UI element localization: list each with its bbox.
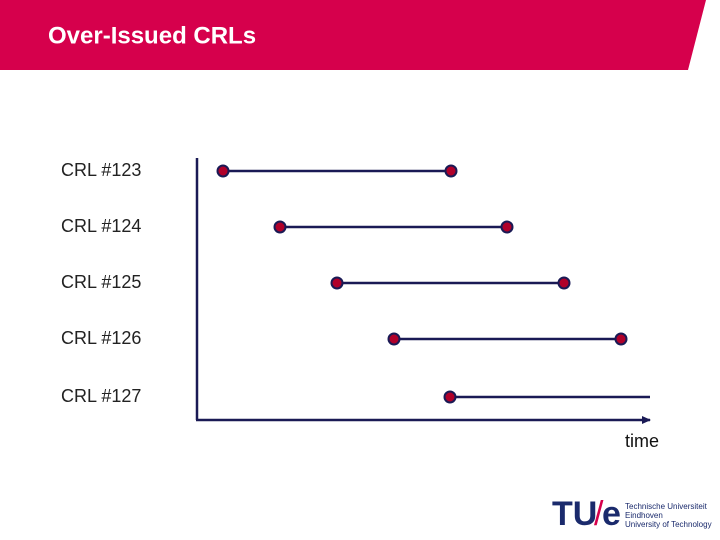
logo-e: e — [602, 495, 621, 533]
logo-line: Eindhoven — [625, 511, 663, 520]
issue-point — [443, 390, 457, 404]
logo-slash: / — [594, 495, 604, 533]
row-label: CRL #124 — [61, 216, 141, 236]
logo: TU / e Technische Universiteit Eindhoven… — [552, 495, 712, 533]
expiry-point — [500, 220, 514, 234]
issue-point — [387, 332, 401, 346]
expiry-point — [557, 276, 571, 290]
row-label: CRL #127 — [61, 386, 141, 406]
expiry-point — [614, 332, 628, 346]
issue-point — [273, 220, 287, 234]
logo-tu: TU — [552, 495, 597, 533]
axis-label: time — [625, 431, 659, 451]
header-band — [0, 0, 706, 70]
row-label: CRL #125 — [61, 272, 141, 292]
logo-line: Technische Universiteit — [625, 502, 708, 511]
slide-title: Over-Issued CRLs — [48, 22, 256, 49]
row-label: CRL #123 — [61, 160, 141, 180]
row-label: CRL #126 — [61, 328, 141, 348]
expiry-point — [444, 164, 458, 178]
issue-point — [330, 276, 344, 290]
logo-line: University of Technology — [625, 520, 712, 529]
timeline-rows: CRL #123 CRL #124 CRL #125 CRL #126 CRL #127 — [61, 160, 650, 406]
issue-point — [216, 164, 230, 178]
